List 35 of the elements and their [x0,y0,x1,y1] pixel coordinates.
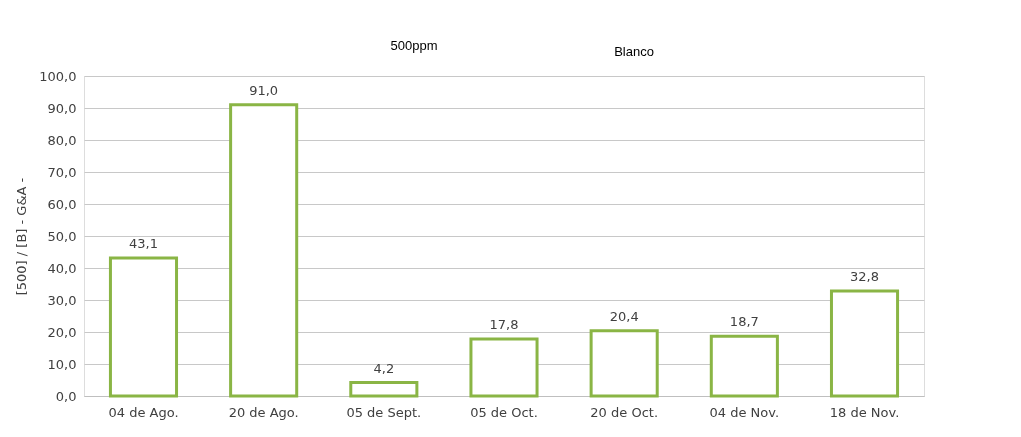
x-tick-label: 20 de Ago. [228,404,299,420]
y-tick-label: 40,0 [47,260,77,276]
x-tick-label: 05 de Oct. [470,404,538,420]
bar [229,103,299,398]
y-tick-label: 0,0 [55,388,77,404]
y-tick-label: 10,0 [47,356,77,372]
data-label: 20,4 [609,308,639,324]
x-tick-label: 04 de Nov. [709,404,780,420]
bar [829,289,900,398]
y-axis-title: [500] / [B] - G&A - [14,177,30,296]
bar [349,381,419,398]
x-tick-label: 05 de Sept. [346,404,422,420]
data-label: 18,7 [729,314,759,330]
bar [589,329,659,398]
y-tick-label: 30,0 [47,292,77,308]
y-tick-label: 80,0 [47,132,77,148]
y-tick-label: 100,0 [39,68,77,84]
text: Blanco [614,44,654,59]
data-label: 17,8 [489,317,519,333]
data-label: 4,2 [373,360,395,376]
data-label: 91,0 [249,82,279,98]
bar [108,256,179,398]
bar [709,334,779,398]
x-tick-label: 20 de Oct. [590,404,659,420]
y-tick-label: 70,0 [47,164,77,180]
text: 500ppm [390,38,438,53]
bar [469,337,539,398]
x-tick-label: 18 de Nov. [829,404,900,420]
data-label: 32,8 [850,269,879,285]
x-tick-label: 04 de Ago. [108,404,179,420]
y-tick-label: 50,0 [47,228,77,244]
data-label: 43,1 [129,236,158,252]
y-tick-label: 90,0 [47,100,77,116]
y-tick-label: 60,0 [47,196,77,212]
y-tick-label: 20,0 [47,324,77,340]
